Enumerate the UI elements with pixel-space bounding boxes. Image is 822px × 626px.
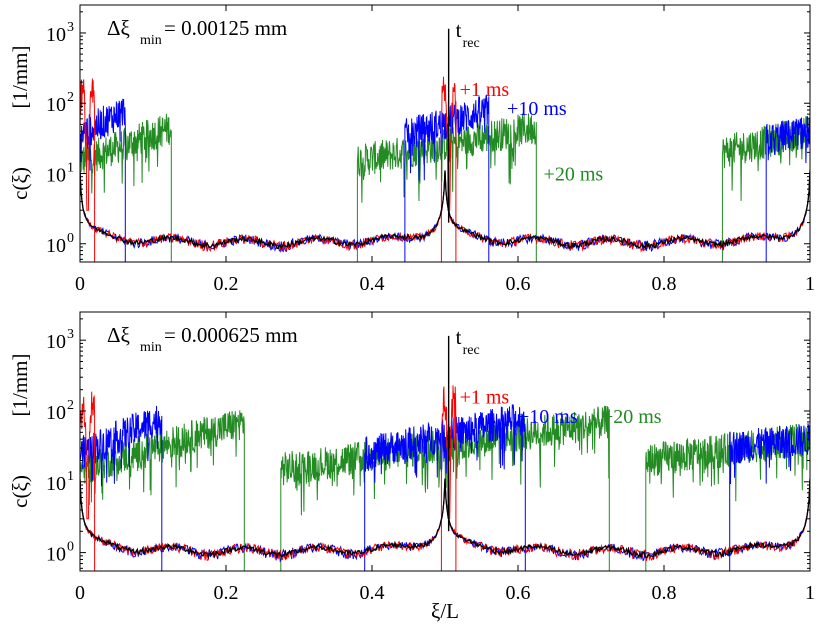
baseline-black: [80, 170, 810, 251]
series-green-segment-3: [645, 423, 810, 571]
y-axis-label: c(ξ) [1/mm]: [8, 354, 32, 508]
plot-area: [80, 28, 810, 262]
delta-xi-label: Δξ: [107, 323, 130, 347]
x-tick-label: 0.8: [652, 273, 677, 295]
y-tick-exponent: 1: [67, 469, 74, 484]
series-red-segment-1: [80, 78, 96, 262]
series-blue-segment-2: [364, 404, 526, 571]
series-blue-segment-1: [80, 405, 163, 571]
axes-box: [79, 4, 811, 263]
x-axis-label: ξ/L: [431, 599, 459, 623]
x-tick-label: 1: [805, 582, 815, 604]
series-label-blue: +10 ms: [507, 98, 567, 120]
y-tick-label: 10: [46, 402, 66, 424]
x-tick-label: 0.4: [360, 582, 385, 604]
x-tick-label: 0: [75, 582, 85, 604]
x-tick-label: 0.2: [214, 273, 239, 295]
y-tick-label: 10: [46, 544, 66, 566]
y-axis-label-units: [1/mm]: [8, 354, 32, 417]
x-tick-label: 0.6: [506, 582, 531, 604]
y-tick-exponent: 2: [67, 90, 74, 105]
baseline-noise-red: [80, 170, 810, 253]
delta-xi-subscript: min: [140, 340, 162, 355]
delta-xi-subscript: min: [140, 33, 162, 48]
baseline-black: [80, 478, 810, 560]
trec-subscript: rec: [463, 343, 480, 358]
x-tick-label: 0.4: [360, 273, 385, 295]
y-tick-exponent: 3: [67, 327, 74, 342]
trec-label: t: [456, 18, 462, 42]
y-tick-label: 10: [46, 24, 66, 46]
series-blue-segment-3: [729, 423, 810, 571]
series-label-red: +1 ms: [460, 387, 510, 409]
series-label-red: +1 ms: [460, 79, 510, 101]
series-blue-segment-1: [80, 98, 126, 262]
y-axis-label-units: [1/mm]: [8, 46, 32, 109]
y-tick-label: 10: [46, 473, 66, 495]
series-label-green: +20 ms: [544, 163, 604, 185]
series-blue-segment-3: [765, 115, 810, 262]
trec-subscript: rec: [463, 36, 480, 51]
y-tick-exponent: 0: [67, 231, 74, 246]
x-tick-label: 0: [75, 273, 85, 295]
y-tick-exponent: 1: [67, 160, 74, 175]
axes-box: [79, 311, 811, 572]
delta-xi-value: = 0.00125 mm: [164, 16, 287, 40]
y-tick-label: 10: [46, 235, 66, 257]
series-red-segment-1: [80, 391, 96, 571]
y-axis-label: c(ξ) [1/mm]: [8, 46, 32, 200]
trec-label: t: [456, 325, 462, 349]
y-tick-label: 10: [46, 94, 66, 116]
y-tick-label: 10: [46, 164, 66, 186]
delta-xi-label: Δξ: [107, 16, 130, 40]
y-tick-exponent: 2: [67, 398, 74, 413]
y-tick-label: 10: [46, 331, 66, 353]
series-label-green: +20 ms: [602, 406, 662, 428]
y-axis-label-main: c(ξ): [8, 475, 32, 508]
y-tick-exponent: 0: [67, 540, 74, 555]
y-axis-label-main: c(ξ): [8, 167, 32, 200]
series-label-blue: +10 ms: [518, 406, 578, 428]
x-tick-label: 0.2: [214, 582, 239, 604]
delta-xi-value: = 0.000625 mm: [164, 323, 298, 347]
x-tick-label: 0.6: [506, 273, 531, 295]
x-tick-label: 0.8: [652, 582, 677, 604]
x-tick-label: 1: [805, 273, 815, 295]
y-tick-exponent: 3: [67, 20, 74, 35]
plot-area: [80, 335, 810, 571]
